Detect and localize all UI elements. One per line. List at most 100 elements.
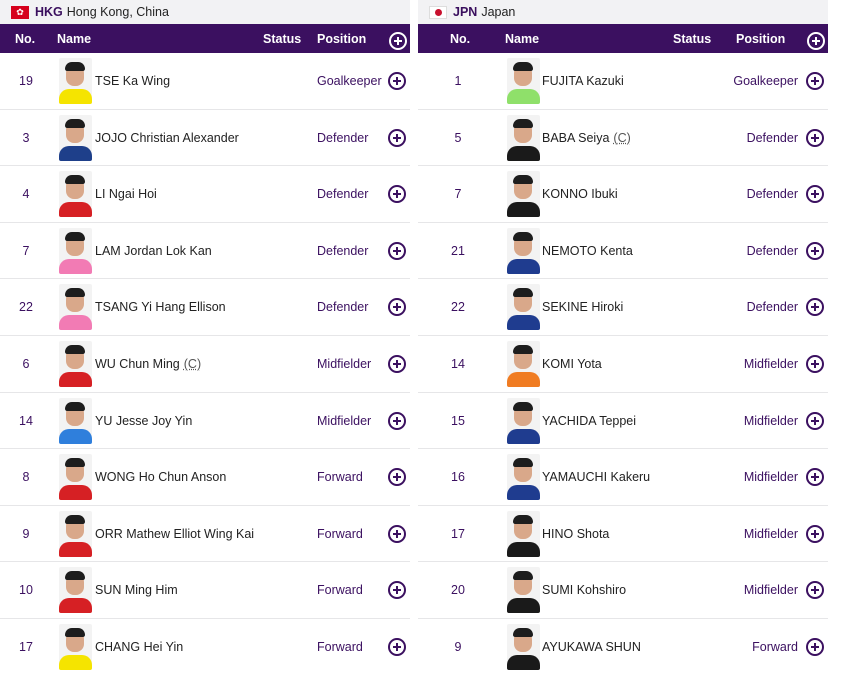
player-name[interactable]: YU Jesse Joy Yin bbox=[95, 414, 196, 428]
player-row[interactable]: 7 LAM Jordan Lok Kan Defender bbox=[0, 222, 410, 280]
player-row[interactable]: 15 YACHIDA Teppei Midfielder bbox=[418, 392, 828, 450]
player-name[interactable]: JOJO Christian Alexander bbox=[95, 131, 243, 145]
expand-plus-icon[interactable] bbox=[388, 185, 406, 204]
player-row[interactable]: 17 HINO Shota Midfielder bbox=[418, 505, 828, 563]
player-row[interactable]: 14 YU Jesse Joy Yin Midfielder bbox=[0, 392, 410, 450]
expand-plus-icon[interactable] bbox=[388, 354, 406, 373]
expand-plus-icon[interactable] bbox=[388, 411, 406, 430]
player-hair bbox=[65, 401, 85, 411]
player-name[interactable]: LI Ngai Hoi bbox=[95, 187, 161, 201]
player-row[interactable]: 5 BABA Seiya (C) Defender bbox=[418, 109, 828, 167]
expand-plus-icon[interactable] bbox=[388, 298, 406, 317]
player-hair bbox=[513, 62, 533, 71]
player-name[interactable]: TSANG Yi Hang Ellison bbox=[95, 300, 230, 314]
player-row[interactable]: 3 JOJO Christian Alexander Defender bbox=[0, 109, 410, 167]
player-row[interactable]: 7 KONNO Ibuki Defender bbox=[418, 166, 828, 223]
player-name[interactable]: KOMI Yota bbox=[542, 357, 606, 371]
expand-plus-icon[interactable] bbox=[388, 581, 406, 600]
player-row[interactable]: 10 SUN Ming Him Forward bbox=[0, 562, 410, 619]
player-hair bbox=[65, 458, 85, 468]
player-row[interactable]: 22 TSANG Yi Hang Ellison Defender bbox=[0, 279, 410, 336]
player-name[interactable]: LAM Jordan Lok Kan bbox=[95, 244, 216, 258]
captain-badge: (C) bbox=[613, 130, 631, 145]
player-row[interactable]: 17 CHANG Hei Yin Forward bbox=[0, 618, 410, 674]
player-name[interactable]: HINO Shota bbox=[542, 527, 613, 541]
player-shirt bbox=[507, 654, 540, 670]
expand-plus-icon[interactable] bbox=[806, 468, 824, 487]
player-name[interactable]: SEKINE Hiroki bbox=[542, 300, 627, 314]
player-shirt bbox=[59, 145, 92, 161]
player-row[interactable]: 22 SEKINE Hiroki Defender bbox=[418, 279, 828, 336]
player-row[interactable]: 4 LI Ngai Hoi Defender bbox=[0, 166, 410, 223]
player-name-text: YAMAUCHI Kakeru bbox=[542, 470, 651, 485]
player-position: Forward bbox=[317, 583, 363, 598]
player-shirt bbox=[507, 598, 540, 614]
player-position: Forward bbox=[317, 470, 363, 485]
player-photo bbox=[59, 58, 92, 104]
player-shirt bbox=[507, 371, 540, 387]
player-hair bbox=[65, 288, 85, 298]
player-number: 17 bbox=[19, 639, 33, 654]
expand-plus-icon[interactable] bbox=[806, 72, 824, 90]
player-row[interactable]: 20 SUMI Kohshiro Midfielder bbox=[418, 562, 828, 619]
captain-badge: (C) bbox=[183, 356, 202, 371]
player-name[interactable]: AYUKAWA SHUN bbox=[542, 640, 645, 654]
player-name[interactable]: FUJITA Kazuki bbox=[542, 74, 628, 88]
player-number: 9 bbox=[454, 639, 462, 654]
player-name[interactable]: YAMAUCHI Kakeru bbox=[542, 470, 654, 484]
player-list: 19 TSE Ka Wing Goalkeeper 3 JOJO Christi… bbox=[0, 53, 410, 674]
expand-plus-icon[interactable] bbox=[806, 411, 824, 430]
player-name[interactable]: SUN Ming Him bbox=[95, 583, 182, 597]
player-shirt bbox=[59, 541, 92, 557]
player-name[interactable]: KONNO Ibuki bbox=[542, 187, 622, 201]
team-code: JPN bbox=[453, 5, 478, 19]
player-name[interactable]: NEMOTO Kenta bbox=[542, 244, 637, 258]
player-row[interactable]: 16 YAMAUCHI Kakeru Midfielder bbox=[418, 449, 828, 506]
player-name[interactable]: ORR Mathew Elliot Wing Kai bbox=[95, 527, 258, 541]
expand-plus-icon[interactable] bbox=[806, 241, 824, 260]
player-photo bbox=[507, 397, 540, 444]
player-row[interactable]: 8 WONG Ho Chun Anson Forward bbox=[0, 449, 410, 506]
expand-all-plus-icon[interactable] bbox=[807, 32, 825, 50]
player-name-text: WONG Ho Chun Anson bbox=[95, 470, 227, 485]
player-name[interactable]: BABA Seiya (C) bbox=[542, 131, 631, 145]
player-row[interactable]: 9 ORR Mathew Elliot Wing Kai Forward bbox=[0, 505, 410, 563]
player-row[interactable]: 1 FUJITA Kazuki Goalkeeper bbox=[418, 53, 828, 110]
player-hair bbox=[65, 118, 85, 128]
col-name: Name bbox=[57, 32, 92, 46]
expand-plus-icon[interactable] bbox=[806, 298, 824, 317]
player-name[interactable]: WONG Ho Chun Anson bbox=[95, 470, 230, 484]
col-status: Status bbox=[673, 32, 712, 46]
player-name[interactable]: YACHIDA Teppei bbox=[542, 414, 640, 428]
player-position: Midfielder bbox=[743, 356, 798, 371]
expand-plus-icon[interactable] bbox=[806, 185, 824, 204]
player-row[interactable]: 14 KOMI Yota Midfielder bbox=[418, 335, 828, 393]
player-row[interactable]: 9 AYUKAWA SHUN Forward bbox=[418, 618, 828, 674]
player-list: 1 FUJITA Kazuki Goalkeeper 5 BABA Seiya(… bbox=[418, 53, 828, 674]
player-number: 14 bbox=[451, 356, 465, 371]
expand-plus-icon[interactable] bbox=[388, 524, 406, 543]
expand-plus-icon[interactable] bbox=[806, 581, 824, 600]
player-name[interactable]: WU Chun Ming (C) bbox=[95, 357, 201, 371]
player-number: 14 bbox=[19, 413, 33, 428]
player-row[interactable]: 21 NEMOTO Kenta Defender bbox=[418, 222, 828, 280]
expand-plus-icon[interactable] bbox=[806, 524, 824, 543]
expand-all-plus-icon[interactable] bbox=[389, 32, 407, 50]
expand-plus-icon[interactable] bbox=[388, 637, 406, 656]
expand-plus-icon[interactable] bbox=[388, 128, 406, 147]
player-number: 8 bbox=[22, 470, 30, 485]
expand-plus-icon[interactable] bbox=[806, 354, 824, 373]
expand-plus-icon[interactable] bbox=[388, 72, 406, 90]
expand-plus-icon[interactable] bbox=[806, 128, 824, 147]
player-name[interactable]: SUMI Kohshiro bbox=[542, 583, 630, 597]
player-name-text: JOJO Christian Alexander bbox=[95, 130, 239, 145]
player-name-text: WU Chun Ming bbox=[95, 356, 180, 371]
expand-plus-icon[interactable] bbox=[388, 241, 406, 260]
player-name[interactable]: CHANG Hei Yin bbox=[95, 640, 187, 654]
player-row[interactable]: 19 TSE Ka Wing Goalkeeper bbox=[0, 53, 410, 110]
player-name[interactable]: TSE Ka Wing bbox=[95, 74, 174, 88]
expand-plus-icon[interactable] bbox=[806, 637, 824, 656]
player-row[interactable]: 6 WU Chun Ming (C) Midfielder bbox=[0, 335, 410, 393]
expand-plus-icon[interactable] bbox=[388, 468, 406, 487]
player-position: Defender bbox=[746, 130, 798, 145]
